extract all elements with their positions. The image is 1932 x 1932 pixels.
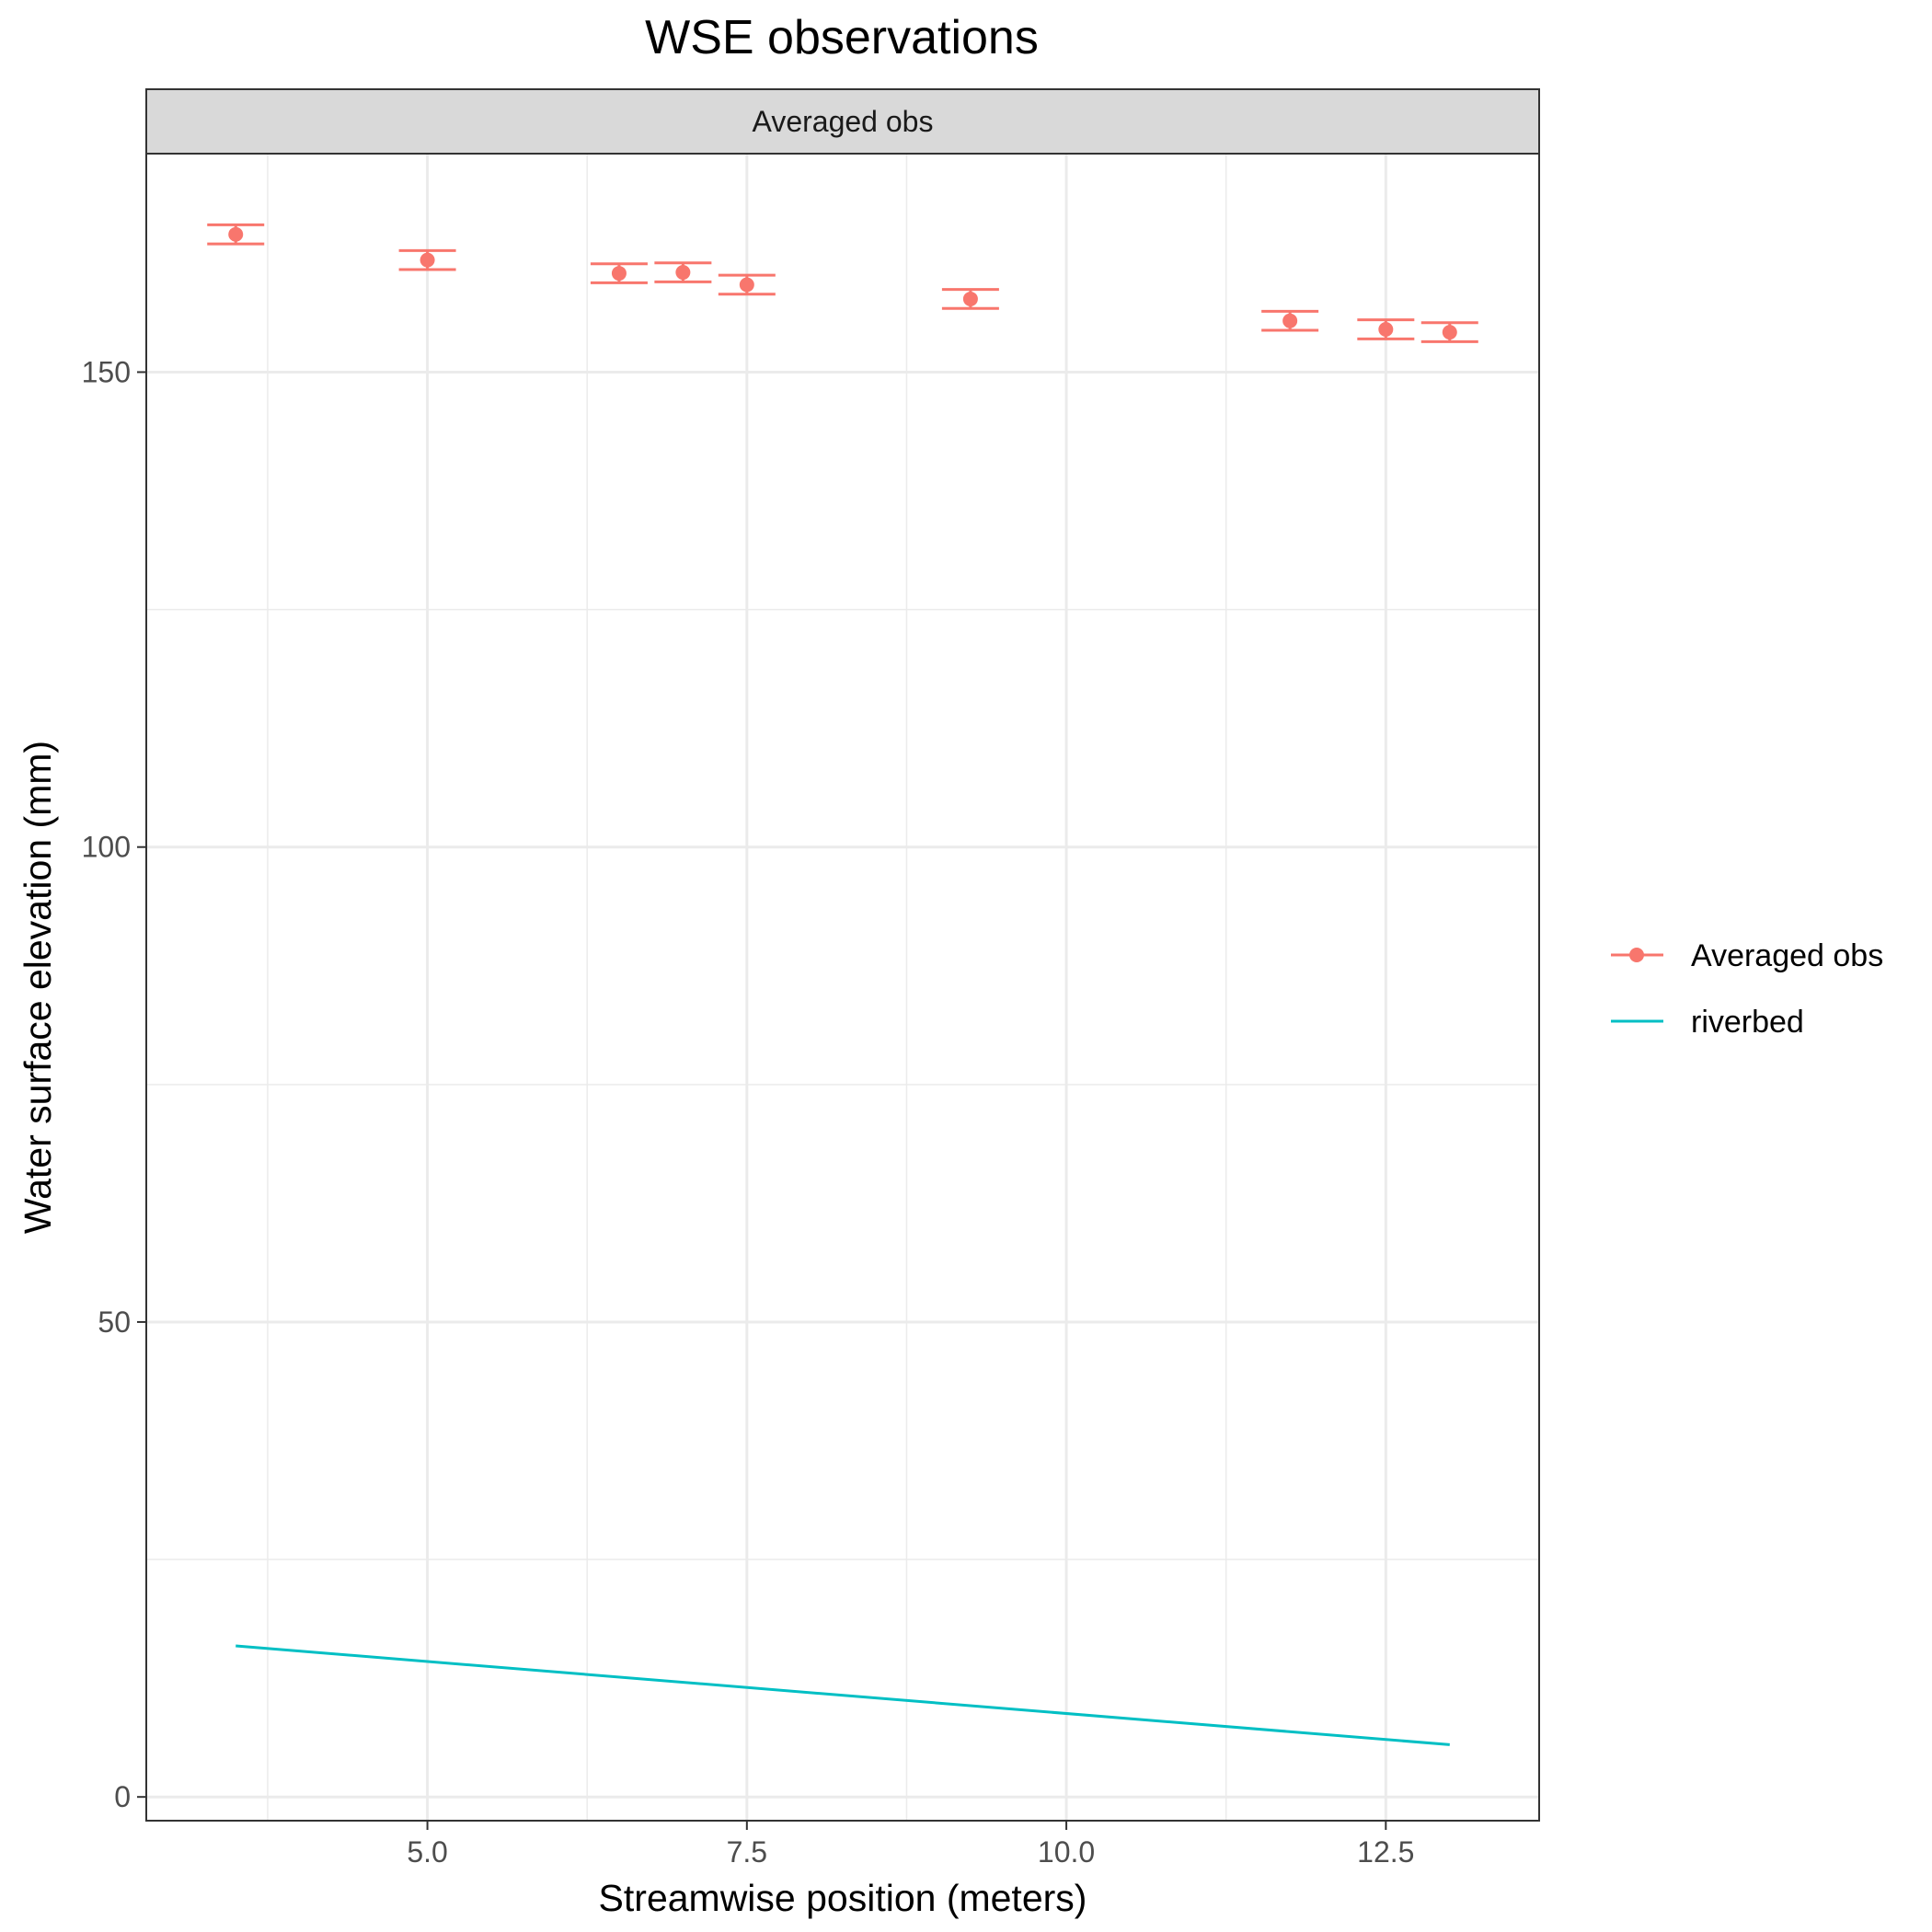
- observation-point: [420, 252, 435, 268]
- observation-point-group: [654, 261, 712, 283]
- observation-point-group: [941, 288, 999, 310]
- chart-title: WSE observations: [645, 11, 1039, 64]
- riverbed-line: [236, 1644, 1450, 1746]
- x-tick-label: 7.5: [727, 1835, 767, 1869]
- plot-panel: [146, 154, 1539, 1821]
- observation-point: [1442, 325, 1457, 340]
- series-layer: [207, 223, 1478, 1746]
- x-axis-title: Streamwise position (meters): [599, 1877, 1087, 1919]
- grid: [146, 154, 1539, 1821]
- observation-point-group: [718, 273, 776, 296]
- observation-point-group: [207, 223, 265, 246]
- facet-strip-label: Averaged obs: [753, 105, 934, 138]
- plot-panel-border: [145, 153, 1540, 1822]
- facet-strip: [145, 88, 1540, 155]
- observation-point-group: [398, 248, 456, 271]
- x-tick-label: 10.0: [1038, 1835, 1095, 1869]
- observation-point: [611, 266, 627, 282]
- legend-label-averaged-obs: Averaged obs: [1691, 938, 1883, 973]
- observation-point-group: [1420, 321, 1478, 343]
- observation-point: [1282, 313, 1298, 328]
- x-tick-label: 5.0: [407, 1835, 447, 1869]
- legend: Averaged obs riverbed: [1611, 938, 1883, 1040]
- observation-point-group: [590, 262, 648, 284]
- legend-key-averaged-obs-point: [1629, 948, 1644, 962]
- y-tick-label: 50: [98, 1305, 131, 1339]
- observation-point: [1378, 322, 1394, 338]
- y-tick-label: 100: [82, 831, 131, 864]
- y-axis-title: Water surface elevation (mm): [17, 741, 59, 1234]
- y-tick-label: 150: [82, 355, 131, 388]
- axes: 5.0 7.5 10.0 12.5 0 50 100 150: [82, 355, 1415, 1869]
- observation-point: [228, 226, 244, 242]
- observation-point: [739, 277, 754, 293]
- legend-label-riverbed: riverbed: [1691, 1005, 1804, 1040]
- observation-point-group: [1261, 309, 1319, 332]
- observation-point-group: [1357, 318, 1415, 340]
- observation-point: [962, 291, 978, 306]
- observation-point: [675, 265, 691, 281]
- y-tick-label: 0: [114, 1780, 131, 1813]
- x-tick-label: 12.5: [1357, 1835, 1414, 1869]
